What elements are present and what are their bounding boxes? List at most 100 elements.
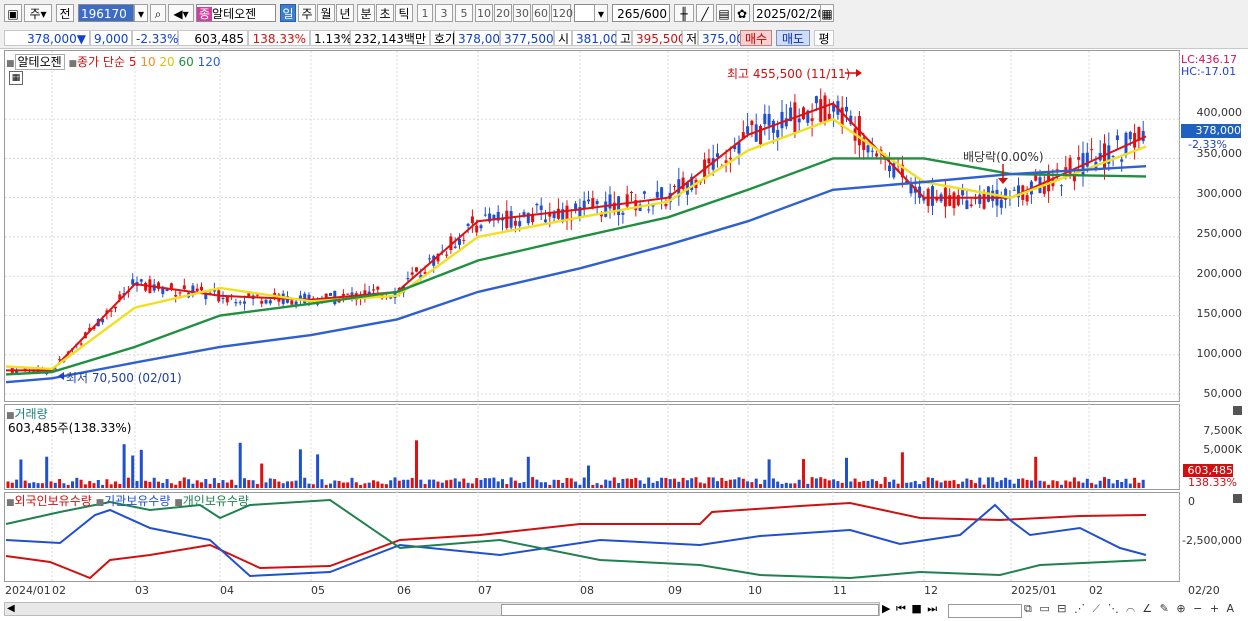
volume-bar	[595, 483, 599, 488]
close-icon[interactable]	[1233, 494, 1242, 503]
candle-body	[810, 118, 814, 122]
tab-period-year[interactable]: 년	[336, 4, 354, 22]
volume-bar	[329, 483, 332, 488]
arc-icon[interactable]: ⌒	[1126, 602, 1137, 615]
volume-y-tick: 7,500K	[1203, 424, 1242, 437]
stop-icon[interactable]: ■	[911, 602, 923, 615]
zoom-slider[interactable]	[948, 604, 1022, 618]
interval-60[interactable]: 60	[532, 4, 550, 22]
stock-name-field[interactable]: 종 알테오젠	[196, 4, 276, 22]
interval-10[interactable]: 10	[475, 4, 493, 22]
interval-dropdown-icon[interactable]: ▾	[594, 4, 608, 22]
chart-settings-icon[interactable]: ▦	[9, 71, 23, 85]
volume-ratio: 138.33%	[248, 30, 310, 46]
candle-body	[23, 367, 27, 371]
candle-body	[741, 132, 745, 140]
y-tick: 200,000	[1196, 267, 1243, 280]
interval-30[interactable]: 30	[513, 4, 531, 22]
add-icon[interactable]: +	[1209, 602, 1222, 615]
candle-body	[337, 300, 341, 303]
interval-1[interactable]: 1	[417, 4, 433, 22]
date-input[interactable]: 2025/02/20	[753, 4, 825, 22]
period-type-select[interactable]: 주▾	[24, 4, 52, 22]
candle-body	[1068, 157, 1072, 174]
candle-body	[518, 221, 522, 227]
candle-body	[1042, 182, 1046, 194]
volume-bar	[36, 483, 40, 488]
volume-bar	[178, 481, 182, 488]
interval-3[interactable]: 3	[435, 4, 453, 22]
prev-button[interactable]: 전	[56, 4, 74, 22]
low-annotation-arrow	[58, 372, 64, 380]
tab-period-minute[interactable]: 분	[357, 4, 375, 22]
tab-period-week[interactable]: 주	[298, 4, 316, 22]
candle-body	[544, 219, 547, 223]
candle-body	[1055, 169, 1059, 171]
interval-5[interactable]: 5	[455, 4, 473, 22]
tab-period-month[interactable]: 월	[317, 4, 335, 22]
candle-body	[415, 267, 418, 272]
volume-bar	[737, 477, 741, 488]
window-icon[interactable]: ▭	[1039, 602, 1052, 615]
volume-bar	[982, 484, 986, 488]
evaluate-button[interactable]: 평	[814, 30, 834, 46]
volume-bar	[974, 483, 977, 488]
copy-icon[interactable]: ⧉	[1024, 602, 1034, 615]
low-price: 375,000	[698, 30, 752, 46]
sound-icon[interactable]: ◀▾	[168, 4, 194, 22]
angle-icon[interactable]: ∠	[1142, 602, 1155, 615]
volume-bar	[251, 480, 255, 488]
gear-icon[interactable]: ✿	[734, 4, 750, 22]
tab-period-second[interactable]: 초	[376, 4, 394, 22]
volume-bar	[518, 483, 522, 488]
volume-bar	[948, 480, 952, 488]
candle-body	[526, 212, 530, 224]
candle-type-icon[interactable]: ╫	[674, 4, 694, 22]
fast-forward-icon[interactable]: ⏭	[927, 602, 939, 615]
candle-body	[45, 373, 49, 375]
candle-body	[449, 236, 453, 251]
data-count-field[interactable]: 265/600	[612, 4, 670, 22]
candle-body	[827, 113, 831, 121]
sell-button[interactable]: 매도	[776, 30, 810, 46]
text-size-icon[interactable]: A	[1226, 602, 1237, 615]
scrollbar-thumb[interactable]	[501, 604, 879, 616]
calendar-icon[interactable]: ▦	[820, 4, 834, 22]
close-icon[interactable]	[1233, 406, 1242, 415]
volume-bar	[587, 465, 590, 488]
candle-body	[458, 238, 461, 245]
horizontal-scrollbar[interactable]: ◀	[4, 602, 880, 616]
pencil-icon[interactable]: ✎	[1159, 602, 1171, 615]
y-tick: 250,000	[1196, 227, 1243, 240]
trend-icon[interactable]: ⋰	[1073, 602, 1087, 615]
scroll-right-icon[interactable]: ▶	[882, 602, 892, 615]
search-icon[interactable]: ⌕	[150, 4, 166, 22]
buy-button[interactable]: 매수	[740, 30, 772, 46]
legend-square-icon: ■	[6, 59, 15, 69]
candle-body	[763, 113, 767, 125]
fibo-icon[interactable]: ⋱	[1107, 602, 1121, 615]
candle-body	[1141, 131, 1145, 142]
scroll-left-icon[interactable]: ◀	[7, 603, 15, 614]
candle-body	[453, 246, 457, 248]
stock-code-input[interactable]: 196170	[78, 4, 134, 22]
line-tool-icon[interactable]: ╱	[696, 4, 714, 22]
x-tick: 2024/01	[5, 584, 51, 597]
interval-120[interactable]: 120	[551, 4, 573, 22]
zoom-in-icon[interactable]: ⊕	[1176, 602, 1188, 615]
legend-individual: 개인보유수량	[182, 494, 249, 508]
rewind-icon[interactable]: ⏮	[895, 602, 907, 615]
line-icon[interactable]: ⟋	[1092, 602, 1103, 615]
ruler-icon[interactable]: ⊟	[1057, 602, 1069, 615]
tab-period-day[interactable]: 일	[280, 4, 296, 22]
volume-bar	[247, 480, 251, 488]
code-dropdown-icon[interactable]: ▾	[134, 4, 148, 22]
interval-20[interactable]: 20	[494, 4, 512, 22]
volume-bar	[277, 481, 281, 488]
tab-period-tick[interactable]: 틱	[395, 4, 413, 22]
volume-bar	[1038, 480, 1042, 488]
save-icon[interactable]: ▤	[716, 4, 732, 22]
chart-menu-icon[interactable]: ▣	[4, 4, 22, 22]
zoom-out-icon[interactable]: −	[1193, 602, 1205, 615]
